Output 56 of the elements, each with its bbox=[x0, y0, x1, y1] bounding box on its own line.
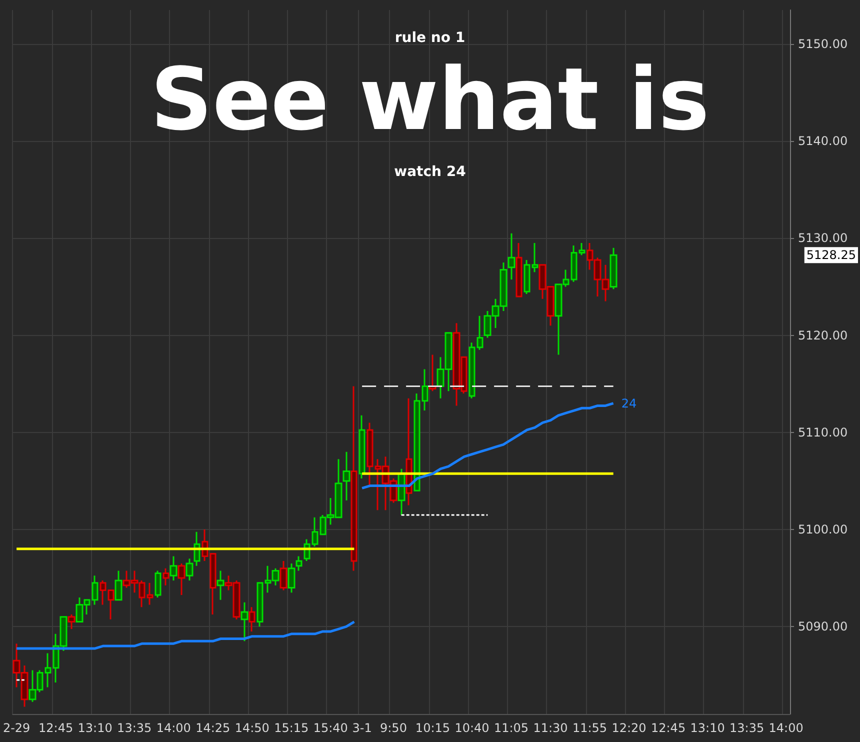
x-tick-label: 12:20 bbox=[612, 721, 646, 735]
candlestick bbox=[610, 247, 618, 290]
candlestick bbox=[240, 602, 248, 642]
x-tick-label: 2-29 bbox=[2, 721, 30, 735]
x-tick-label: 10:15 bbox=[415, 721, 450, 735]
candlestick bbox=[280, 560, 288, 591]
y-tick-label: 5110.00 bbox=[798, 425, 848, 440]
x-tick-label: 11:30 bbox=[533, 721, 568, 735]
text: See what is bbox=[150, 50, 710, 150]
line-series bbox=[15, 620, 356, 650]
candlestick bbox=[162, 568, 170, 586]
candlestick bbox=[296, 555, 302, 572]
x-tick-label: 13:35 bbox=[730, 721, 764, 735]
candlestick bbox=[170, 555, 178, 582]
x-tick-label: 11:05 bbox=[494, 721, 529, 735]
x-tick-label: 12:45 bbox=[38, 721, 74, 735]
candlestick bbox=[358, 414, 366, 480]
candlestick bbox=[154, 570, 162, 598]
x-tick-label: 14:50 bbox=[234, 721, 270, 735]
x-tick-label: 14:00 bbox=[156, 721, 191, 735]
x-tick-label: 9:50 bbox=[380, 721, 407, 735]
candlestick bbox=[428, 354, 436, 392]
x-tick-label: 12:45 bbox=[650, 721, 686, 735]
x-tick-label: 14:25 bbox=[196, 721, 230, 735]
y-tick-label: 5090.00 bbox=[798, 620, 848, 634]
y-tick-label: 5120.00 bbox=[798, 328, 848, 342]
candlestick bbox=[216, 570, 224, 601]
x-tick-label: 10:40 bbox=[454, 721, 490, 735]
line-series bbox=[360, 402, 615, 490]
candlestick bbox=[114, 570, 122, 601]
candlestick bbox=[178, 562, 186, 596]
candlestick bbox=[406, 398, 412, 506]
candlestick bbox=[186, 558, 194, 582]
series-label: 24 bbox=[621, 396, 637, 410]
candlestick bbox=[68, 614, 76, 630]
candlestick bbox=[508, 232, 516, 280]
x-tick-label: 13:10 bbox=[78, 721, 112, 735]
y-tick-label: 5150.00 bbox=[798, 36, 848, 51]
text: watch 24 bbox=[394, 164, 466, 180]
x-tick-label: 13:35 bbox=[117, 721, 152, 735]
x-tick-label: 14:00 bbox=[768, 721, 804, 735]
candlestick bbox=[516, 242, 522, 298]
text: 5128.25 bbox=[806, 248, 856, 262]
x-tick-label: 11:55 bbox=[572, 721, 608, 735]
x-tick-label: 15:15 bbox=[274, 721, 309, 735]
y-tick-label: 5140.00 bbox=[798, 134, 848, 148]
candlestick bbox=[288, 562, 296, 594]
x-tick-label: 3-1 bbox=[352, 721, 372, 735]
candlestick bbox=[350, 386, 358, 572]
y-tick-label: 5100.00 bbox=[798, 522, 848, 537]
x-tick-label: 15:40 bbox=[313, 721, 348, 735]
candlestick bbox=[342, 451, 350, 502]
annotation: rule no 1 bbox=[394, 30, 466, 46]
x-tick-label: 13:10 bbox=[690, 721, 725, 735]
y-tick-label: 5130.00 bbox=[798, 231, 848, 246]
candlestick bbox=[248, 606, 256, 632]
